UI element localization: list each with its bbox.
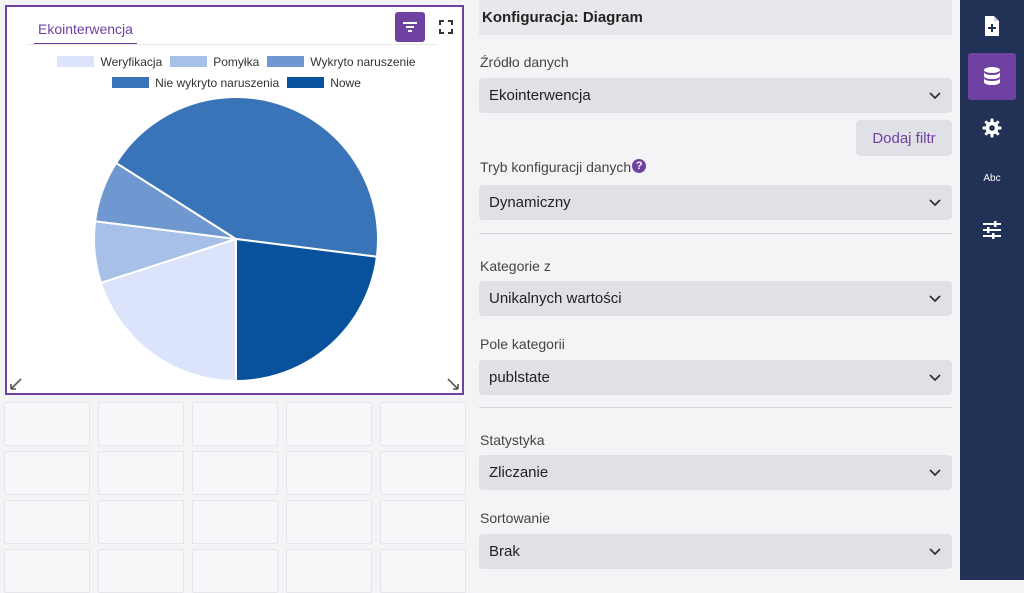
chevron-down-icon [929,92,941,100]
legend-swatch [57,56,95,67]
tab-divider [27,44,436,45]
grid-cell [286,549,372,593]
chart-widget[interactable]: Ekointerwencja Weryfikacja Pomyłka Wykryto… [5,5,464,395]
categories-from-select[interactable]: Unikalnych wartości [479,281,952,316]
categories-from-label: Kategorie z [480,258,551,274]
category-field-value: publstate [489,369,550,386]
add-document-icon [985,15,999,36]
chevron-down-icon [929,199,941,207]
chevron-down-icon [929,295,941,303]
grid-cell [98,500,184,544]
filter-lines-icon [403,22,417,32]
fullscreen-icon [439,20,453,34]
resize-handle-left[interactable] [9,377,23,391]
sidebar-text[interactable]: Abc [968,155,1016,202]
grid-cell [4,549,90,593]
dashboard-grid [0,397,470,593]
sliders-icon [983,220,1001,239]
chevron-down-icon [929,548,941,556]
pie-slice[interactable] [99,237,237,383]
grid-cell [192,402,278,446]
legend-swatch [287,77,325,88]
source-select[interactable]: Ekointerwencja [479,78,952,113]
resize-arrow-icon [447,378,459,390]
pie-slice[interactable] [235,237,378,383]
legend-item[interactable]: Pomyłka [170,55,259,69]
grid-cell [380,549,466,593]
sort-value: Brak [489,543,520,560]
grid-cell [98,402,184,446]
gear-icon [982,118,1002,137]
sidebar-add-document[interactable] [968,2,1016,49]
grid-cell [4,402,90,446]
grid-cell [286,402,372,446]
dashboard-canvas: Ekointerwencja Weryfikacja Pomyłka Wykryto… [0,0,470,593]
database-icon [984,66,1000,85]
panel-title: Konfiguracja: Diagram [479,0,952,35]
grid-cell [380,402,466,446]
statistic-label: Statystyka [480,432,545,448]
source-value: Ekointerwencja [489,87,591,104]
grid-cell [4,500,90,544]
legend-label: Nowe [330,75,361,90]
right-sidebar: Abc [960,0,1024,580]
grid-cell [380,451,466,495]
sort-select[interactable]: Brak [479,534,952,569]
sidebar-adjustments[interactable] [968,206,1016,253]
config-panel: Konfiguracja: Diagram Źródło danych Ekoi… [470,0,960,580]
grid-cell [192,549,278,593]
legend-label: Wykryto naruszenie [310,54,416,69]
resize-handle-right[interactable] [446,377,460,391]
mode-label-row: Tryb konfiguracji danych? [480,159,647,175]
help-icon[interactable]: ? [632,159,647,173]
legend-item[interactable]: Wykryto naruszenie [267,54,416,69]
categories-from-value: Unikalnych wartości [489,290,622,307]
category-field-label: Pole kategorii [480,336,565,352]
pie-chart [93,96,379,383]
grid-cell [98,451,184,495]
chart-legend: Weryfikacja Pomyłka Wykryto naruszenie Nie… [7,51,466,93]
chevron-down-icon [929,374,941,382]
filter-button[interactable] [395,12,425,42]
mode-label: Tryb konfiguracji danych [480,159,632,175]
sort-label: Sortowanie [480,510,551,526]
legend-item[interactable]: Weryfikacja [57,55,162,69]
text-abc-icon: Abc [983,173,1001,184]
legend-label: Weryfikacja [100,54,163,69]
legend-item[interactable]: Nie wykryto naruszenia [112,76,279,90]
legend-label: Pomyłka [213,54,260,69]
add-filter-button[interactable]: Dodaj filtr [856,120,952,156]
source-label: Źródło danych [480,54,569,70]
legend-item[interactable]: Nowe [287,76,361,90]
grid-cell [192,500,278,544]
chevron-down-icon [929,469,941,477]
sidebar-data-source[interactable] [968,53,1016,100]
grid-cell [98,549,184,593]
legend-swatch [112,77,150,88]
grid-cell [380,500,466,544]
legend-swatch [170,56,208,67]
fullscreen-button[interactable] [431,12,461,42]
grid-cell [192,451,278,495]
resize-arrow-icon [10,378,22,390]
pie-slice[interactable] [114,96,379,258]
section-divider [479,233,952,234]
section-divider [479,407,952,408]
statistic-select[interactable]: Zliczanie [479,455,952,490]
statistic-value: Zliczanie [489,464,549,481]
grid-cell [286,500,372,544]
mode-value: Dynamiczny [489,194,571,211]
mode-select[interactable]: Dynamiczny [479,185,952,220]
category-field-select[interactable]: publstate [479,360,952,395]
legend-swatch [267,56,305,67]
grid-cell [286,451,372,495]
grid-cell [4,451,90,495]
legend-label: Nie wykryto naruszenia [155,75,280,90]
sidebar-settings[interactable] [968,104,1016,151]
